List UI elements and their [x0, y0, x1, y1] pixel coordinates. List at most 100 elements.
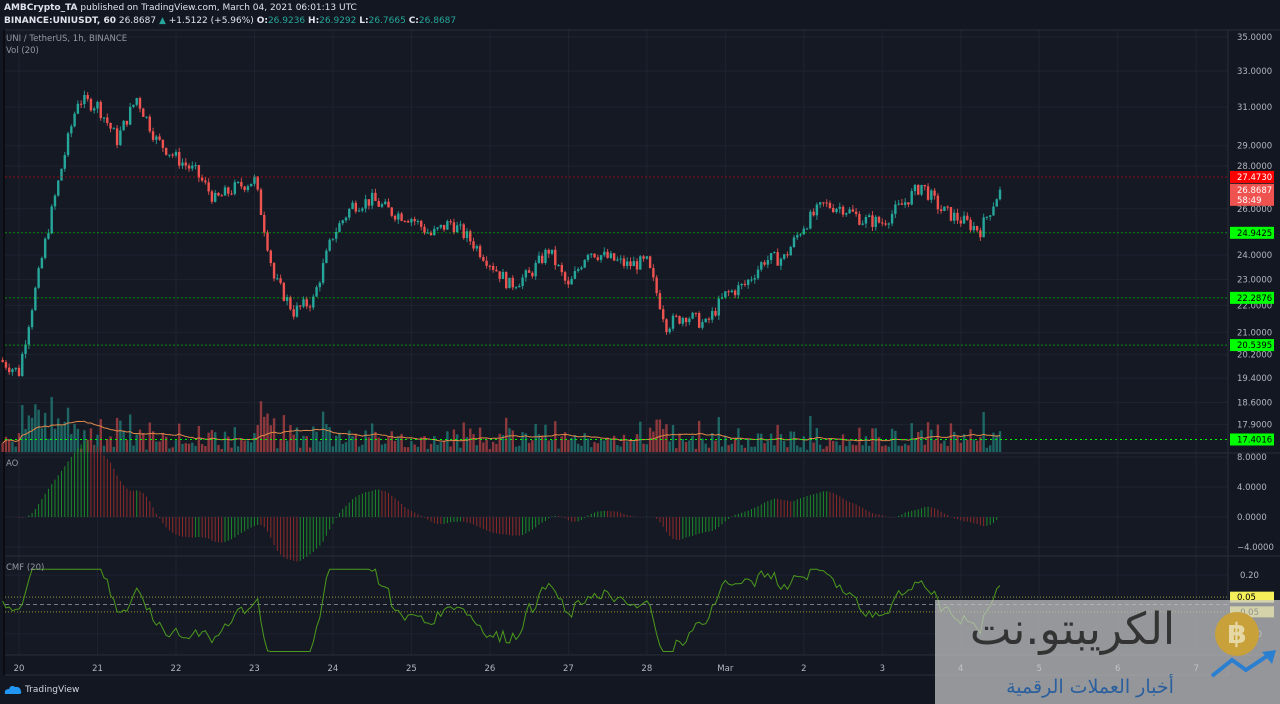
- volume-bar: [949, 423, 953, 452]
- price-level-label-bg: [1230, 226, 1274, 239]
- volume-bar: [240, 439, 243, 452]
- candle-body: [220, 195, 223, 197]
- candle-body: [599, 255, 603, 260]
- cmf-title: CMF (20): [6, 563, 45, 573]
- volume-bar: [57, 418, 60, 452]
- candle-body: [671, 315, 675, 329]
- candle-body: [403, 220, 407, 222]
- candle-body: [361, 208, 364, 211]
- volume-bar: [285, 440, 289, 452]
- candle-body: [249, 183, 253, 187]
- candle-body: [969, 219, 972, 231]
- candle-body: [187, 165, 191, 169]
- volume-bar: [377, 437, 380, 452]
- volume-bar: [930, 429, 933, 452]
- candle-body: [27, 327, 31, 345]
- volume-bar: [282, 415, 286, 452]
- volume-bar: [249, 442, 253, 452]
- volume-bar: [730, 443, 734, 452]
- candle-body: [43, 238, 47, 259]
- candle-body: [985, 216, 989, 218]
- volume-bar: [491, 441, 495, 452]
- publisher[interactable]: AMBCrypto_TA: [4, 3, 78, 13]
- candle-body: [455, 225, 459, 233]
- candle-body: [308, 306, 312, 308]
- candle-body: [145, 116, 148, 118]
- candle-body: [24, 344, 27, 354]
- volume-bar: [266, 413, 269, 452]
- volume-bar: [465, 437, 469, 452]
- candle-body: [943, 206, 946, 211]
- ao-tick-label: 8.0000: [1237, 453, 1267, 463]
- high-value: 26.9292: [319, 16, 357, 26]
- candle-body: [102, 117, 106, 119]
- tradingview-logo[interactable]: TradingView: [4, 684, 79, 695]
- candle-body: [894, 204, 897, 214]
- candle-body: [119, 130, 122, 145]
- time-tick-label: 21: [92, 664, 103, 674]
- candle-body: [204, 180, 207, 183]
- volume-bar: [334, 435, 338, 452]
- volume-bar: [128, 414, 132, 452]
- volume-bar: [818, 444, 822, 452]
- volume-bar: [740, 444, 743, 452]
- volume-bar: [344, 442, 348, 452]
- volume-bar: [178, 423, 181, 452]
- candle-body: [289, 297, 292, 310]
- candle-body: [979, 230, 982, 238]
- candle-body: [688, 318, 691, 323]
- candle-body: [207, 182, 210, 192]
- candle-body: [753, 278, 756, 280]
- candle-body: [988, 215, 992, 217]
- candle-body: [802, 228, 805, 235]
- candle-body: [214, 192, 217, 202]
- volume-bar: [864, 436, 868, 452]
- candle-body: [354, 202, 358, 212]
- volume-bar: [420, 437, 423, 452]
- candle-body: [491, 265, 495, 270]
- volume-bar: [858, 427, 861, 452]
- volume-bar: [508, 428, 511, 452]
- price-tick-label: 20.2000: [1237, 351, 1272, 361]
- candle-body: [148, 116, 151, 132]
- volume-bar: [158, 441, 161, 452]
- candle-body: [217, 192, 220, 196]
- volume-bar: [900, 445, 904, 452]
- open-value: 26.9236: [267, 16, 306, 26]
- candle-body: [495, 269, 498, 272]
- candle-body: [106, 117, 109, 123]
- candle-body: [897, 203, 900, 205]
- volume-bar: [655, 419, 658, 452]
- candle-body: [263, 214, 266, 233]
- volume-bar: [76, 428, 80, 452]
- volume-bar: [851, 444, 855, 452]
- candle-body: [328, 239, 331, 251]
- volume-bar: [724, 435, 727, 452]
- volume-bar: [24, 428, 27, 452]
- volume-bar: [580, 445, 583, 452]
- volume-bar: [629, 440, 632, 452]
- volume-bar: [763, 443, 766, 452]
- candle-body: [668, 328, 671, 333]
- candle-body: [344, 217, 348, 221]
- volume-bar: [959, 442, 962, 452]
- candle-body: [796, 235, 799, 238]
- plot-area: [5, 30, 1228, 655]
- candle-body: [230, 193, 233, 195]
- candle-body: [482, 257, 485, 261]
- watermark-subtitle: أخبار العملات الرقمية: [1006, 676, 1174, 698]
- volume-bar: [998, 431, 1002, 452]
- volume-bar: [988, 445, 992, 452]
- candle-body: [769, 253, 773, 261]
- candle-body: [168, 154, 171, 156]
- candle-body: [590, 253, 593, 255]
- volume-bar: [531, 440, 534, 452]
- candle-body: [845, 213, 848, 215]
- candle-body: [678, 316, 681, 324]
- volume-bar: [475, 445, 478, 452]
- candle-body: [684, 318, 688, 323]
- candle-body: [975, 226, 979, 231]
- price-level-label: 27.4730: [1237, 173, 1272, 183]
- volume-bar: [21, 405, 24, 452]
